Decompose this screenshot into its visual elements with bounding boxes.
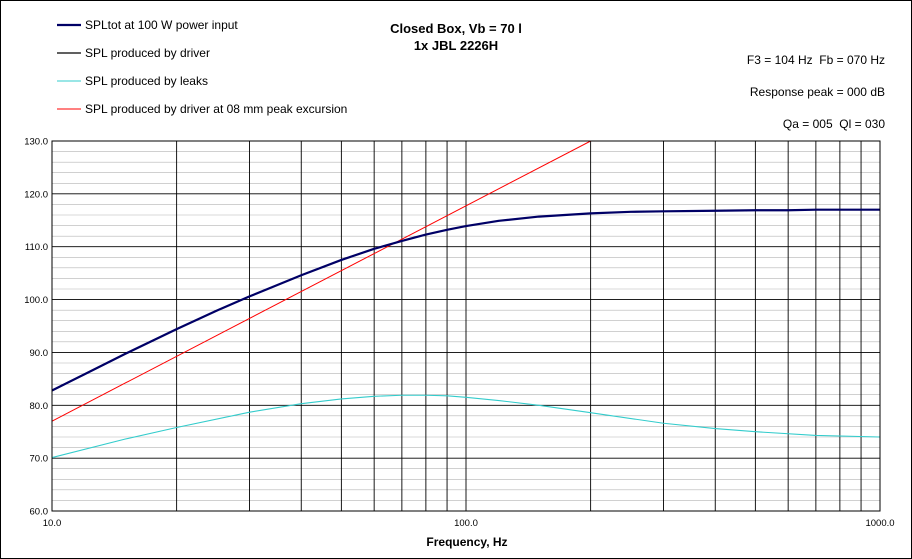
series-line-3: [52, 141, 591, 422]
series-group: [52, 141, 880, 459]
legend-label-2: SPL produced by leaks: [85, 74, 208, 88]
chart-subtitle: 1x JBL 2226H: [414, 38, 498, 53]
plot-border: [51, 140, 881, 512]
y-tick-label: 110.0: [25, 242, 48, 253]
x-tick-label: 100.0: [454, 518, 478, 529]
series-line-2: [52, 394, 880, 459]
x-tick-label: 1000.0: [865, 518, 894, 529]
y-tick-label: 60.0: [30, 507, 49, 518]
legend-label-1: SPL produced by driver: [85, 46, 210, 60]
y-tick-label: 70.0: [30, 454, 49, 465]
info-line-0: F3 = 104 Hz Fb = 070 Hz: [747, 53, 885, 67]
y-tick-label: 130.0: [24, 137, 48, 148]
legend-label-0: SPLtot at 100 W power input: [85, 18, 238, 32]
info-panel: F3 = 104 Hz Fb = 070 Hz Response peak = 0…: [747, 53, 885, 131]
y-tick-label: 120.0: [24, 189, 48, 200]
y-tick-labels: 60.0 70.0 80.0 90.0 100.0 110.0 120.0 130.0: [24, 137, 48, 518]
y-tick-label: 100.0: [24, 295, 48, 306]
x-axis-label: Frequency, Hz: [426, 535, 507, 549]
x-tick-labels: 10.0 100.0 1000.0: [43, 518, 895, 529]
info-line-1: Response peak = 000 dB: [750, 85, 885, 99]
series-line-0: [52, 208, 880, 392]
legend: SPLtot at 100 W power input SPL produced …: [57, 18, 347, 116]
legend-label-3: SPL produced by driver at 08 mm peak exc…: [85, 102, 347, 116]
y-tick-label: 90.0: [30, 348, 49, 359]
chart-title: Closed Box, Vb = 70 l: [390, 21, 522, 36]
y-tick-label: 80.0: [30, 401, 49, 412]
info-line-2: Qa = 005 Ql = 030: [783, 117, 885, 131]
grid: [52, 140, 880, 512]
x-tick-label: 10.0: [43, 518, 62, 529]
